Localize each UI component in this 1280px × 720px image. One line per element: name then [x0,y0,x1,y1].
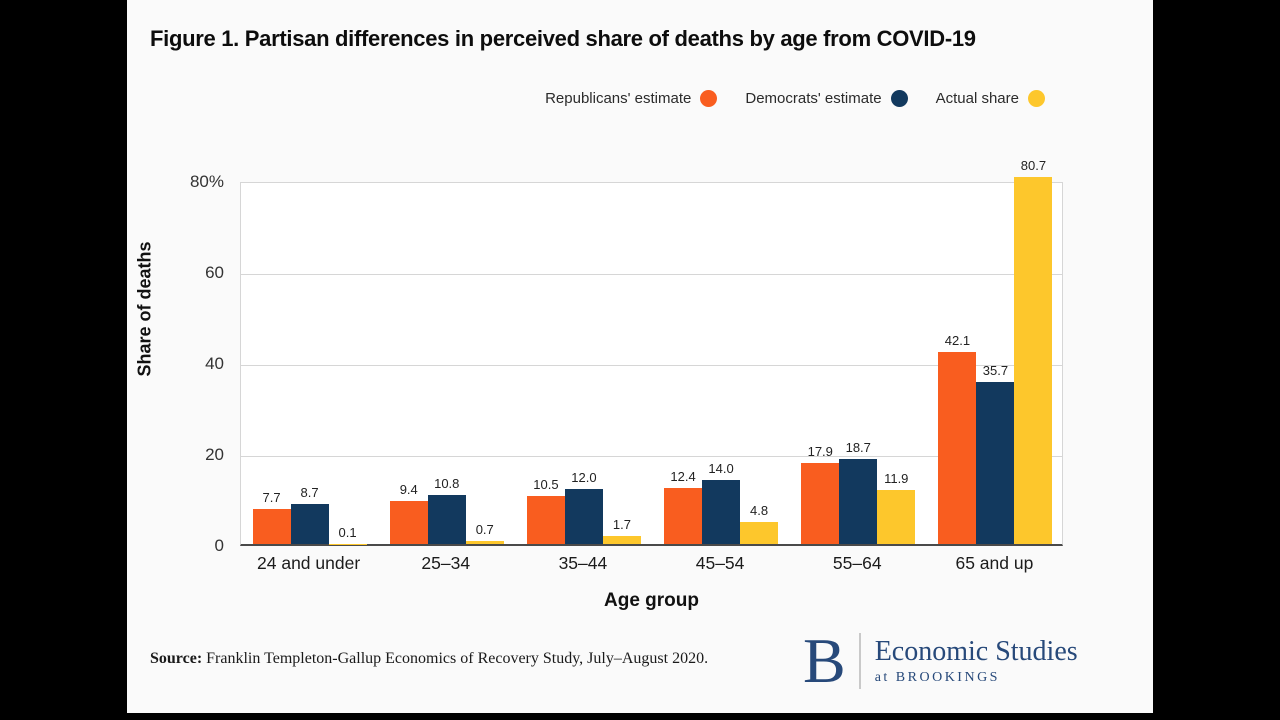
y-tick-label: 60 [205,263,224,282]
y-tick-label: 0 [214,536,224,555]
bar-group: 10.5 12.0 1.7 [526,183,641,544]
x-tick-label: 25–34 [421,553,471,573]
source-text: Franklin Templeton-Gallup Economics of R… [206,650,709,667]
legend-label: Republicans' estimate [545,90,692,107]
legend-item: Democrats' estimate [745,90,908,107]
legend-label: Actual share [935,90,1019,107]
bar-republicans-estimate [252,508,291,544]
bar-democrats-estimate [290,504,329,544]
bar-value-label: 42.1 [944,333,971,349]
bar-value-label: 10.8 [434,475,460,491]
bar-republicans-estimate [801,462,840,544]
bar-value-label: 17.9 [807,443,833,459]
bar-group: 9.4 10.8 0.7 [389,183,504,544]
gridline [241,456,1062,457]
bar-actual-share [740,522,779,544]
y-axis-ticks: 0 20 40 60 80% [127,172,232,555]
bar-value-label: 12.0 [571,470,597,486]
bar-republicans-estimate [664,487,703,544]
bar-value-label: 80.7 [1020,157,1047,173]
legend-color-dot [1028,90,1045,107]
bar-democrats-estimate [976,381,1015,544]
bar-actual-share [1014,176,1053,544]
bar-actual-share [465,540,504,544]
bar-republicans-estimate [389,501,428,544]
bar-group: 12.4 14.0 4.8 [664,183,779,544]
source-label: Source: [150,650,203,667]
legend-color-dot [700,90,718,107]
x-tick-label: 65 and up [955,553,1034,573]
logo-text-block: Economic Studies at BROOKINGS [874,635,1078,686]
chart-legend: Republicans' estimate Democrats' estimate… [545,90,1045,107]
bar-democrats-estimate [839,458,878,544]
bar-value-label: 7.7 [262,489,281,505]
bar-value-label: 35.7 [982,362,1009,378]
legend-item: Actual share [936,90,1045,107]
bar-democrats-estimate [564,489,603,544]
bar-group: 7.7 8.7 0.1 [252,183,367,544]
bar-republicans-estimate [938,352,977,544]
bar-democrats-estimate [702,480,741,544]
bar-value-label: 10.5 [533,477,559,493]
y-tick-label: 20 [205,445,224,464]
bar-actual-share [877,489,916,544]
bar-value-label: 18.7 [845,439,871,455]
bar-group: 42.1 35.7 80.7 [938,158,1053,544]
bar-value-label: 11.9 [884,470,909,486]
x-tick-label: 45–54 [695,553,745,573]
legend-color-dot [890,90,908,107]
x-tick-label: 35–44 [558,553,608,573]
bar-value-label: 4.8 [750,503,769,519]
bar-democrats-estimate [427,494,466,544]
x-tick-label: 24 and under [257,553,361,573]
x-axis-title: Age group [604,590,699,611]
x-axis-ticks: 24 and under 25–34 35–44 45–54 55–64 65 and u… [240,553,1063,577]
legend-item: Republicans' estimate [545,90,718,107]
bar-group: 17.9 18.7 11.9 [801,183,916,544]
source-note: Source: Franklin Templeton-Gallup Econom… [150,650,708,668]
y-tick-label: 80% [189,172,224,191]
gridline [241,274,1062,275]
brookings-b-mark: B [803,625,846,696]
legend-label: Democrats' estimate [745,90,882,107]
gridline [241,365,1062,366]
bar-value-label: 12.4 [670,468,696,484]
figure-card: Figure 1. Partisan differences in percei… [127,0,1153,713]
bar-value-label: 14.0 [708,461,734,477]
brookings-logo: B Economic Studies at BROOKINGS [803,625,1078,696]
logo-economic-studies: Economic Studies [874,635,1078,667]
bar-republicans-estimate [526,496,565,544]
bar-value-label: 0.1 [338,524,357,540]
figure-title: Figure 1. Partisan differences in percei… [150,26,976,51]
bar-value-label: 9.4 [399,482,418,498]
bar-value-label: 8.7 [300,485,319,501]
bar-value-label: 0.7 [475,521,494,537]
bar-actual-share [602,536,641,544]
plot-area: 7.7 8.7 0.1 9.4 10.8 0.7 10.5 12.0 1.7 12.4 14.0 4.… [240,158,1063,546]
logo-at-brookings: at BROOKINGS [874,669,1000,685]
bar-value-label: 1.7 [612,517,631,533]
y-tick-label: 40 [205,354,224,373]
logo-divider [858,633,861,689]
x-tick-label: 55–64 [832,553,882,573]
